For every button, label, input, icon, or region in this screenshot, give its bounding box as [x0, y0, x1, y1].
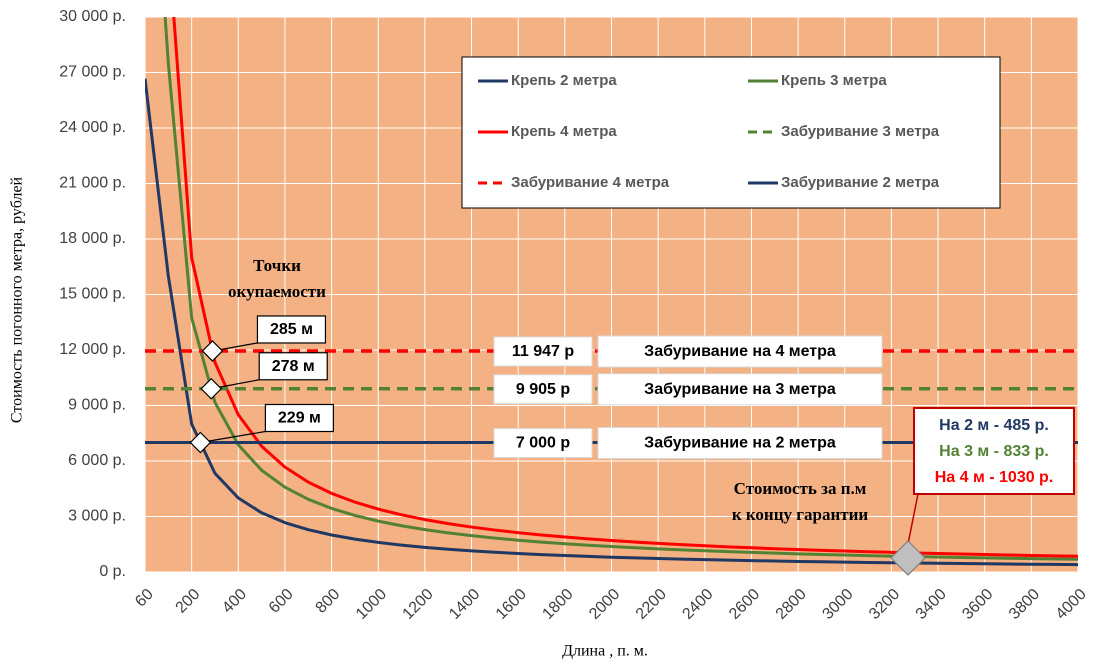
y-tick-label: 30 000 р.	[59, 8, 126, 25]
x-tick-label: 600	[266, 586, 297, 617]
guarantee-marker	[890, 540, 926, 576]
x-tick-label: 3800	[1006, 586, 1043, 623]
x-tick-label: 3600	[959, 586, 996, 623]
x-tick-label: 3200	[866, 586, 903, 623]
x-tick-label: 2400	[679, 586, 716, 623]
x-tick-label: 2000	[586, 586, 623, 623]
guarantee-cost: На 2 м - 485 р.	[939, 417, 1049, 434]
leader-line	[907, 493, 919, 545]
x-tick-label: 3400	[913, 586, 950, 623]
y-tick-label: 3 000 р.	[68, 508, 126, 525]
legend-box	[461, 56, 1001, 209]
payback-box	[258, 352, 328, 381]
x-tick-label: 1400	[446, 586, 483, 623]
payback-marker	[201, 340, 224, 362]
series-line	[145, 78, 1078, 567]
y-tick-label: 9 000 р.	[68, 397, 126, 414]
x-axis-title: Длина , п. м.	[562, 643, 648, 660]
level-text: Забуривание на 3 метра	[644, 381, 836, 398]
x-tick-label: 200	[173, 586, 204, 617]
x-tick-label: 1600	[493, 586, 530, 623]
payback-box	[256, 315, 327, 344]
x-tick-label: 1000	[353, 586, 390, 623]
y-tick-label: 6 000 р.	[68, 452, 126, 469]
y-tick-label: 27 000 р.	[59, 64, 126, 81]
payback-label: 229 м	[278, 410, 321, 427]
x-tick-label: 2800	[773, 586, 810, 623]
x-tick-label: 2200	[633, 586, 670, 623]
legend-label: Забуривание 3 метра	[781, 123, 940, 140]
legend-label: Крепь 4 метра	[511, 123, 617, 140]
legend-label: Крепь 2 метра	[511, 72, 617, 89]
payback-marker	[200, 377, 223, 400]
level-amount-box	[493, 336, 593, 367]
payback-marker	[189, 431, 212, 454]
legend-label: Забуривание 4 метра	[511, 174, 670, 191]
y-tick-label: 18 000 р.	[59, 230, 126, 247]
x-tick-label: 60	[132, 586, 157, 611]
guarantee-cost: На 4 м - 1030 р.	[935, 469, 1054, 486]
leader-line	[200, 430, 266, 444]
series-line	[172, 17, 1078, 558]
legend-label: Забуривание 2 метра	[781, 174, 940, 191]
x-tick-label: 4000	[1053, 586, 1090, 623]
level-amount-box	[493, 428, 593, 458]
payback-box	[264, 403, 334, 433]
y-tick-label: 15 000 р.	[59, 286, 126, 303]
level-text-box	[597, 427, 883, 459]
y-axis-title: Стоимость погонного метра, рублей	[9, 176, 26, 423]
guarantee-box	[913, 407, 1075, 495]
guarantee-title: к концу гарантии	[732, 505, 869, 524]
level-amount: 7 000 р	[516, 435, 570, 452]
x-tick-label: 400	[219, 586, 250, 617]
y-tick-label: 24 000 р.	[59, 119, 126, 136]
level-text-box	[597, 335, 883, 368]
x-tick-label: 800	[313, 586, 344, 617]
payback-label: 285 м	[270, 321, 313, 338]
level-amount-box	[493, 374, 593, 405]
x-tick-label: 2600	[726, 586, 763, 623]
guarantee-cost: На 3 м - 833 р.	[939, 443, 1049, 460]
level-amount: 9 905 р	[516, 381, 570, 398]
level-amount: 11 947 р	[512, 343, 575, 360]
x-tick-label: 1200	[400, 586, 437, 623]
y-tick-label: 21 000 р.	[59, 175, 126, 192]
x-tick-label: 3000	[819, 586, 856, 623]
level-text: Забуривание на 2 метра	[644, 435, 836, 452]
level-text: Забуривание на 4 метра	[644, 343, 836, 360]
guarantee-title: Стоимость за п.м	[734, 479, 867, 498]
level-text-box	[597, 373, 883, 406]
payback-label: 278 м	[272, 358, 315, 375]
payback-title: Точки	[253, 256, 301, 275]
payback-title: окупаемости	[228, 282, 326, 301]
y-tick-label: 12 000 р.	[59, 341, 126, 358]
legend-label: Крепь 3 метра	[781, 72, 887, 89]
x-tick-label: 1800	[539, 586, 576, 623]
y-tick-label: 0 р.	[99, 563, 126, 580]
